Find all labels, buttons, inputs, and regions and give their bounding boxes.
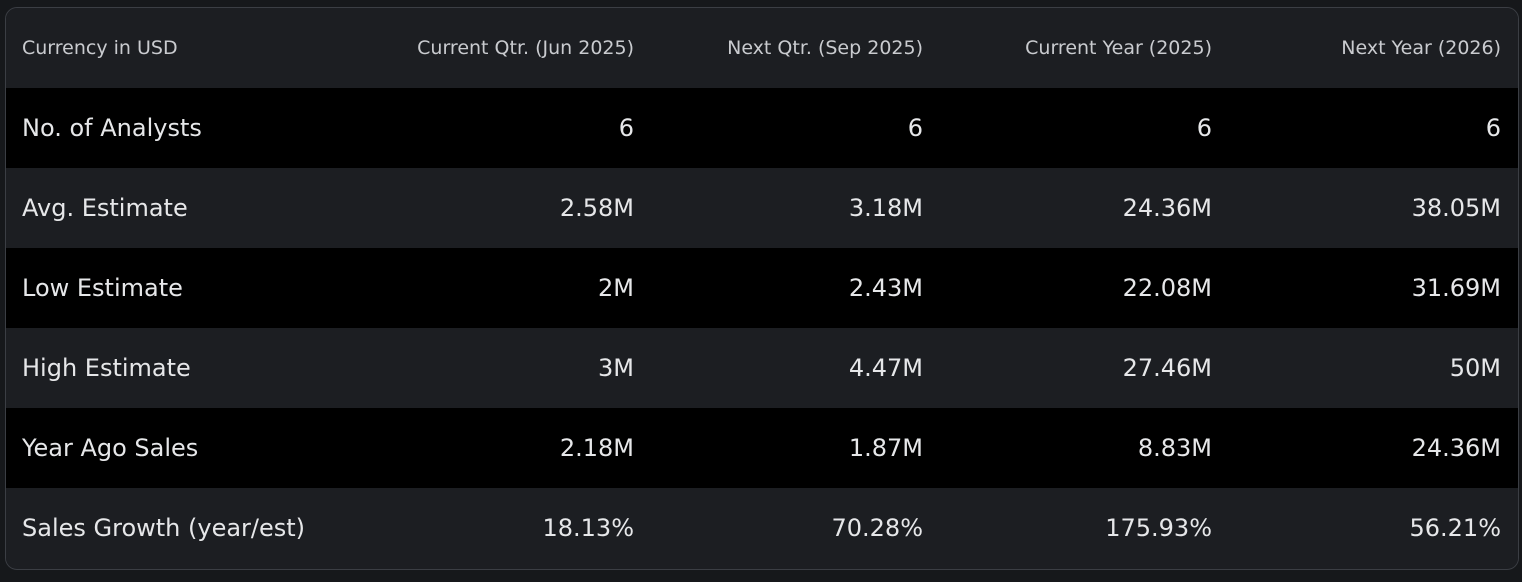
table-cell: 18.13% bbox=[542, 514, 634, 542]
table-cell: 56.21% bbox=[1409, 514, 1501, 542]
table-cell: 70.28% bbox=[831, 514, 923, 542]
header-row: Currency in USD Current Qtr. (Jun 2025) Ne… bbox=[6, 8, 1518, 88]
estimates-table: Currency in USD Current Qtr. (Jun 2025) Ne… bbox=[5, 7, 1519, 570]
table-cell: 1.87M bbox=[848, 434, 923, 462]
table-cell: 3.18M bbox=[848, 194, 923, 222]
table-cell-label: Sales Growth (year/est) bbox=[22, 514, 306, 542]
table-cell: 3M bbox=[598, 354, 634, 382]
table-cell: 6 bbox=[907, 114, 923, 142]
table-cell: 6 bbox=[618, 114, 634, 142]
table-row: Avg. Estimate 2.58M 3.18M 24.36M 38.05M bbox=[6, 168, 1518, 248]
table-cell: 6 bbox=[1196, 114, 1212, 142]
table-cell: 4.47M bbox=[848, 354, 923, 382]
table-cell-label: No. of Analysts bbox=[22, 114, 202, 142]
table-cell: 24.36M bbox=[1411, 434, 1501, 462]
table-cell: 38.05M bbox=[1411, 194, 1501, 222]
table-cell: 2.58M bbox=[559, 194, 634, 222]
header-cell-label: Currency in USD bbox=[22, 37, 178, 59]
table-row: Sales Growth (year/est) 18.13% 70.28% 175.9… bbox=[6, 488, 1518, 568]
header-cell: Next Qtr. (Sep 2025) bbox=[727, 37, 923, 59]
table-cell: 2M bbox=[598, 274, 634, 302]
table-cell-label: Avg. Estimate bbox=[22, 194, 188, 222]
table-row: No. of Analysts 6 6 6 6 bbox=[6, 88, 1518, 168]
header-cell: Current Year (2025) bbox=[1025, 37, 1212, 59]
table-cell: 6 bbox=[1485, 114, 1501, 142]
table-cell: 175.93% bbox=[1105, 514, 1212, 542]
table-cell: 8.83M bbox=[1137, 434, 1212, 462]
table-row: Year Ago Sales 2.18M 1.87M 8.83M 24.36M bbox=[6, 408, 1518, 488]
table-cell: 2.18M bbox=[559, 434, 634, 462]
table-cell: 2.43M bbox=[848, 274, 923, 302]
table-cell: 50M bbox=[1449, 354, 1501, 382]
table-cell: 27.46M bbox=[1122, 354, 1212, 382]
table-row: Low Estimate 2M 2.43M 22.08M 31.69M bbox=[6, 248, 1518, 328]
table-row: High Estimate 3M 4.47M 27.46M 50M bbox=[6, 328, 1518, 408]
table-cell-label: Year Ago Sales bbox=[22, 434, 199, 462]
table-cell: 22.08M bbox=[1122, 274, 1212, 302]
header-cell: Current Qtr. (Jun 2025) bbox=[417, 37, 634, 59]
table-cell: 31.69M bbox=[1411, 274, 1501, 302]
table-cell-label: High Estimate bbox=[22, 354, 191, 382]
table-cell-label: Low Estimate bbox=[22, 274, 183, 302]
header-cell: Next Year (2026) bbox=[1341, 37, 1501, 59]
table-cell: 24.36M bbox=[1122, 194, 1212, 222]
